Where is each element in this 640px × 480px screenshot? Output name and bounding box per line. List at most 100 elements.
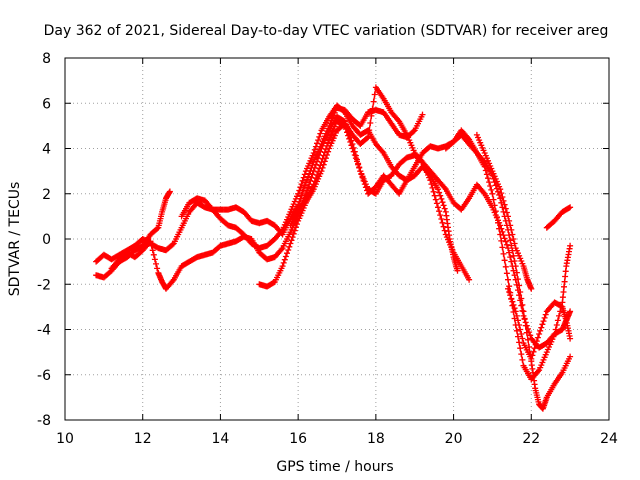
data-point [282,253,289,260]
y-tick-label: 2 [42,187,51,203]
data-point [344,129,350,136]
data-point [324,142,330,149]
data-point [348,142,355,149]
data-point [315,137,322,144]
y-tick-label: -4 [37,323,51,339]
data-point [306,170,313,177]
data-point [522,322,529,329]
data-point [497,186,504,193]
data-point [528,285,535,292]
data-point [340,122,347,129]
data-point [466,276,473,283]
data-point [503,209,510,216]
data-point [169,278,176,284]
data-point [515,276,521,283]
x-tick-label: 14 [212,431,230,447]
data-point [501,235,508,242]
data-point [500,197,507,204]
data-point [511,240,518,247]
data-point [311,178,318,185]
data-point [541,314,548,321]
data-point [515,333,521,340]
data-point [312,143,319,150]
data-point [567,308,574,315]
data-point [149,247,156,254]
y-tick-label: -2 [37,277,51,293]
data-point [429,184,436,191]
data-point [289,234,296,241]
data-point [560,289,567,295]
data-point [436,208,443,215]
data-point [341,122,348,129]
data-point [507,254,514,261]
data-point [151,256,158,263]
data-point [301,171,308,178]
data-point [316,165,323,172]
data-point [281,256,288,263]
data-point [561,278,568,285]
data-point [294,221,300,228]
data-point [166,188,173,195]
data-point [441,205,448,212]
data-point [528,355,535,362]
data-point [567,242,574,249]
data-point [487,183,494,189]
data-point [437,192,444,199]
y-tick-label: 8 [42,51,51,67]
data-point [501,201,508,208]
data-point [562,273,569,280]
data-point [430,188,437,195]
data-point [511,305,518,312]
data-point [298,192,305,199]
data-point [278,246,285,253]
data-point [498,225,505,232]
data-point [502,238,509,245]
data-point [488,186,495,193]
data-point [354,158,360,165]
data-point [410,128,417,135]
data-point [435,204,441,211]
data-point [310,168,317,175]
data-point [518,351,525,358]
data-point [509,231,516,238]
data-point [307,177,314,184]
data-point [527,332,534,339]
data-point [291,227,298,234]
y-tick-label: 0 [42,232,51,248]
data-point [520,308,527,315]
data-point [368,112,375,119]
data-point [500,232,507,239]
data-point [510,252,517,259]
data-point [561,283,567,290]
data-point [320,152,327,159]
data-point [367,120,374,126]
data-point [439,199,446,206]
data-point [296,187,303,194]
y-tick-label: 4 [42,142,51,158]
data-point [325,139,332,146]
data-point [285,247,292,253]
data-point [287,240,294,247]
data-point [439,219,446,226]
data-point [562,268,569,275]
data-point [432,196,439,203]
data-point [295,190,302,197]
series-arc-6 [287,118,574,351]
data-point [300,185,307,192]
data-point [521,315,528,322]
data-point [433,200,440,207]
data-point [352,155,359,162]
data-point [480,189,487,196]
data-point [539,321,546,328]
data-point [431,192,438,199]
series-line [289,120,571,349]
data-point [315,168,322,175]
data-point [519,356,526,363]
data-point [511,258,518,264]
data-point [518,302,525,309]
data-point [290,230,297,237]
data-point [300,174,307,181]
data-point [441,227,448,234]
series-arc-7 [442,127,574,412]
